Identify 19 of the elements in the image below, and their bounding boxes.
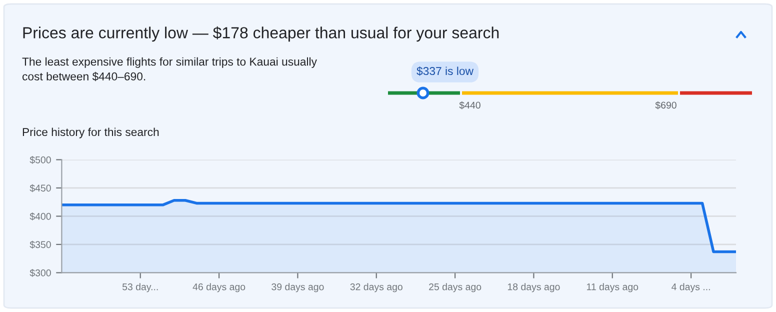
x-tick-label: 32 days ago (350, 283, 402, 292)
y-tick-label: $400 (30, 212, 51, 220)
x-tick-label: 11 days ago (586, 283, 638, 292)
x-tick-label: 46 days ago (192, 283, 246, 292)
text: $440 (459, 101, 480, 110)
chart-title: Price history for this search (22, 128, 159, 138)
x-tick-label: 4 days ... (672, 283, 710, 292)
x-tick-label: 53 day... (122, 283, 158, 292)
y-tick-label: $350 (30, 240, 51, 249)
y-tick-label: $500 (30, 156, 51, 164)
text: $337 is low (416, 66, 474, 76)
y-tick-label: $300 (30, 269, 51, 277)
x-tick-label: 39 days ago (272, 283, 324, 292)
x-tick-label: 18 days ago (508, 283, 560, 292)
x-tick-label: 25 days ago (429, 283, 482, 292)
text: Prices are currently low — $178 cheaper than usual for your search (23, 26, 499, 42)
text: The least expensive flights for similar trips to Kauai usually cost between $440–690. (22, 57, 317, 82)
text: $690 (655, 101, 676, 110)
y-tick-label: $450 (30, 184, 51, 192)
